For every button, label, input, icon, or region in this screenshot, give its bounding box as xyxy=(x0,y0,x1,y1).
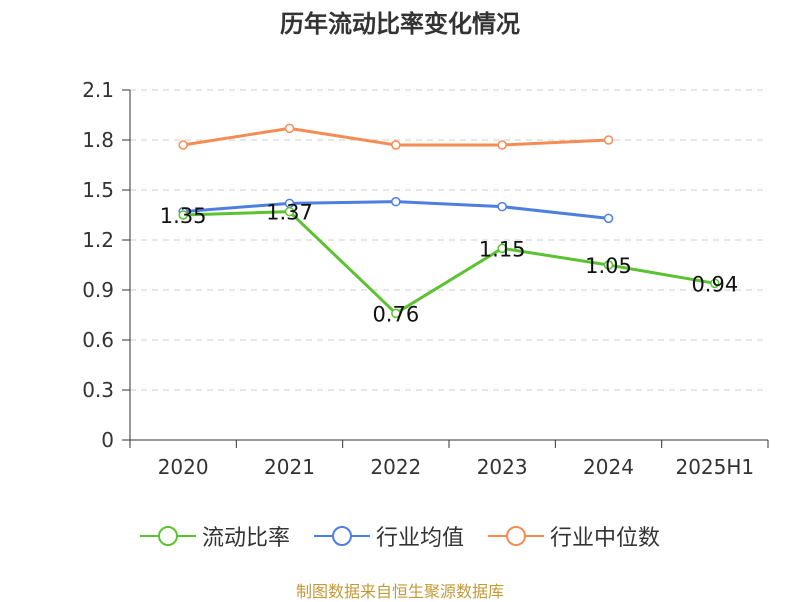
legend-label: 行业中位数 xyxy=(550,526,661,551)
x-tick-label: 2023 xyxy=(477,455,528,479)
data-point xyxy=(391,140,401,150)
legend-marker-icon xyxy=(488,526,544,546)
data-point xyxy=(710,278,720,289)
data-label: 1.05 xyxy=(585,254,632,278)
legend-item-current-ratio[interactable]: 流动比率 xyxy=(139,520,290,552)
data-point xyxy=(603,135,614,145)
data-label: 0.94 xyxy=(691,272,738,296)
series-line xyxy=(183,210,716,315)
data-point xyxy=(497,140,507,150)
data-point xyxy=(497,201,507,212)
data-label: 1.15 xyxy=(479,237,526,261)
legend-label: 流动比率 xyxy=(201,526,290,551)
data-point xyxy=(284,123,295,134)
y-tick-label: 0.6 xyxy=(82,328,114,352)
x-tick-label: 2021 xyxy=(264,455,315,479)
data-label: 1.37 xyxy=(266,201,313,225)
data-point xyxy=(178,140,188,150)
data-point xyxy=(178,210,188,220)
axes: 0 0.3 0.6 0.9 1.2 1.5 1.8 2.1 2020 2021 2022 2023 20… xyxy=(82,78,769,479)
x-tick-label: 2024 xyxy=(583,455,634,479)
data-labels: 1.35 1.37 0.76 1.15 1.05 0.94 xyxy=(160,201,738,327)
y-tick-label: 2.1 xyxy=(82,78,114,102)
data-point xyxy=(497,243,507,254)
y-tick-label: 1.2 xyxy=(82,228,114,252)
y-tick-label: 0 xyxy=(101,428,114,452)
data-label: 0.76 xyxy=(372,302,419,326)
x-tick-label: 2022 xyxy=(370,455,421,479)
data-point xyxy=(391,308,401,319)
series-lines xyxy=(178,123,720,319)
legend-item-industry-mean[interactable]: 行业均值 xyxy=(313,520,464,552)
legend-marker-icon xyxy=(139,526,196,546)
legend-marker-icon xyxy=(313,526,370,546)
x-tick-label: 2025H1 xyxy=(675,455,754,479)
data-label: 1.35 xyxy=(160,204,207,228)
data-point xyxy=(603,260,614,270)
grid-lines xyxy=(130,89,768,391)
legend-item-industry-median[interactable]: 行业中位数 xyxy=(488,520,660,552)
data-point xyxy=(603,213,614,224)
x-tick-label: 2020 xyxy=(158,455,209,479)
y-tick-label: 0.9 xyxy=(82,278,114,302)
source-note: 制图数据来自恒生聚源数据库 xyxy=(295,582,504,601)
data-point xyxy=(391,196,401,207)
legend-label: 行业均值 xyxy=(375,526,464,551)
y-tick-label: 1.5 xyxy=(82,178,114,202)
data-point xyxy=(284,206,295,217)
y-tick-label: 1.8 xyxy=(82,128,114,152)
legend: 流动比率 行业均值 行业中位数 xyxy=(0,520,800,552)
chart-title: 历年流动比率变化情况 xyxy=(280,10,520,38)
y-tick-label: 0.3 xyxy=(82,378,114,402)
